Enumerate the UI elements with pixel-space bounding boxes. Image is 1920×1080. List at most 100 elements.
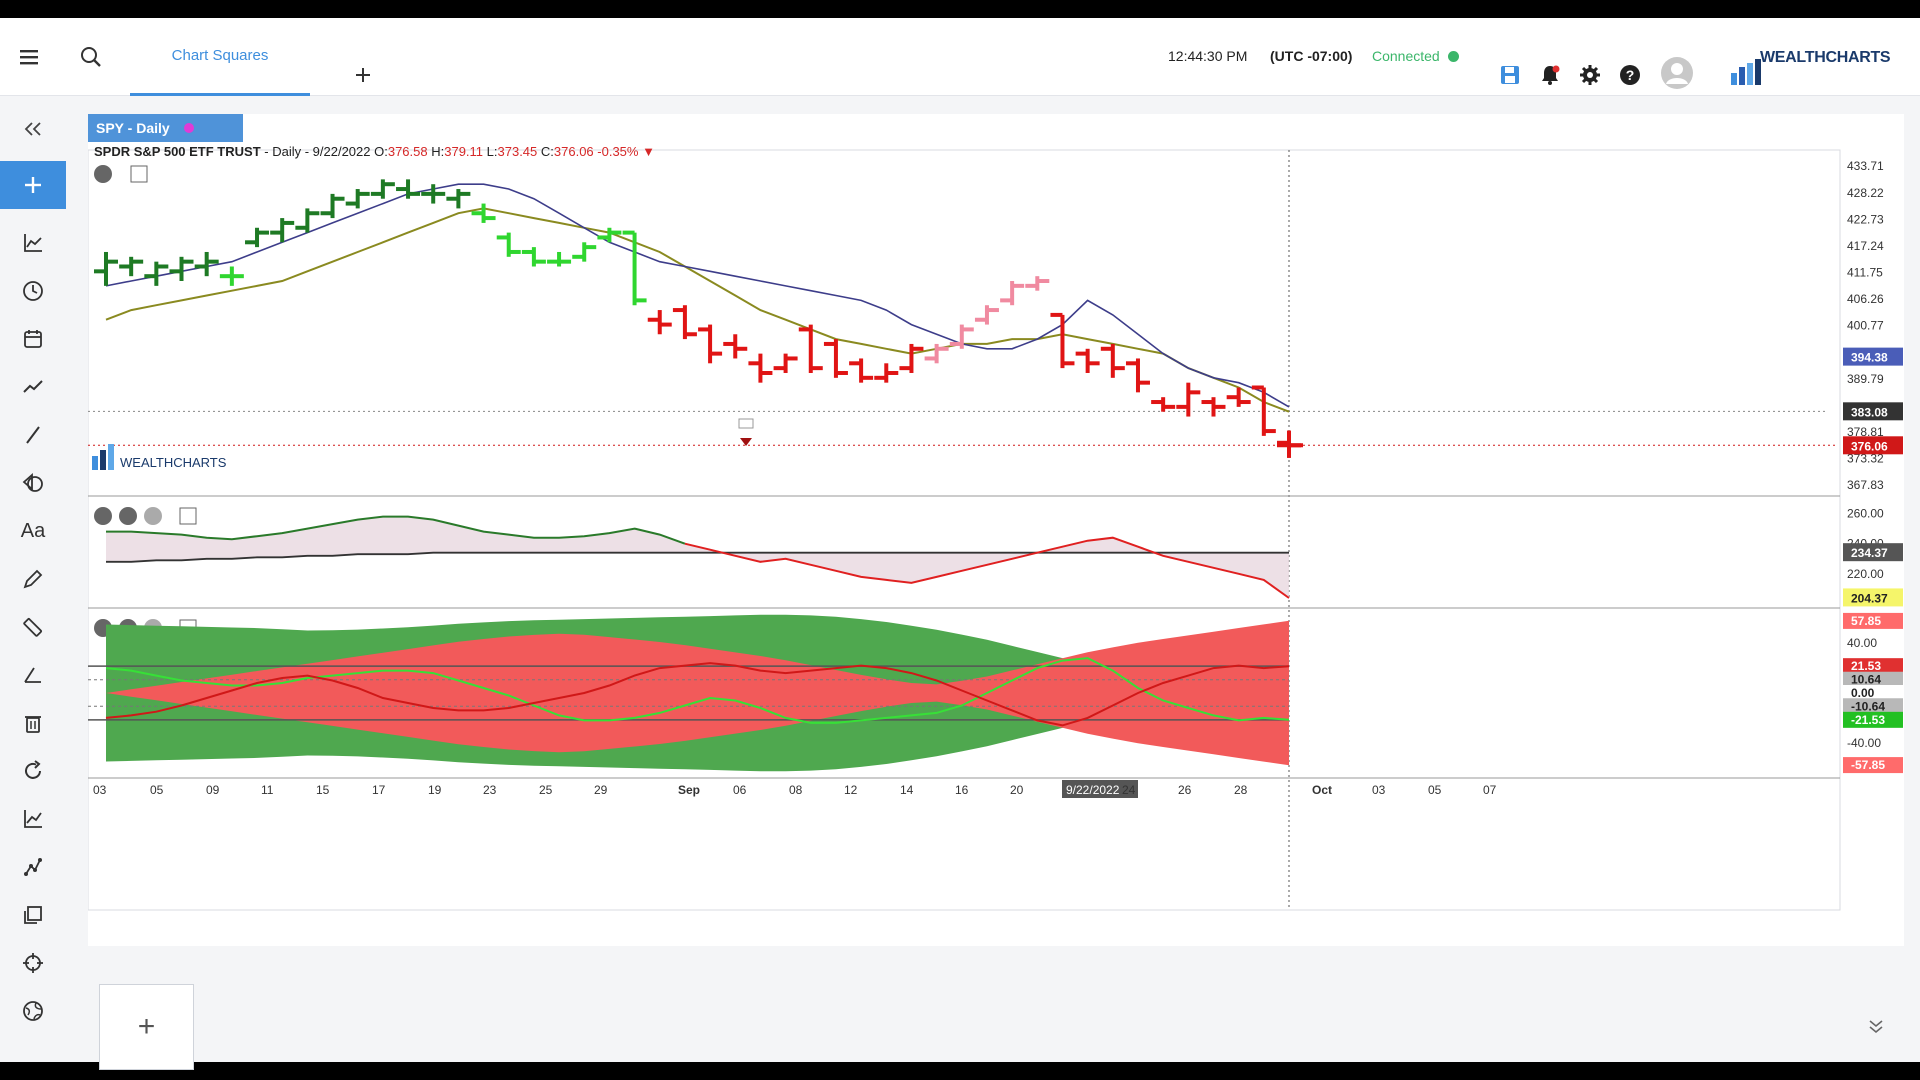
x-axis-label: 17 xyxy=(372,783,386,797)
price-bar xyxy=(874,363,899,383)
price-bar xyxy=(1025,276,1050,291)
x-axis-label: 20 xyxy=(1010,783,1024,797)
price-bar xyxy=(219,266,244,286)
tool-sidebar: Aa xyxy=(0,97,66,1062)
moving-average-fast-line xyxy=(105,183,1290,408)
price-bar xyxy=(597,227,622,243)
price-bar xyxy=(194,251,219,277)
trend-icon[interactable] xyxy=(0,363,66,411)
oscillator2-marker-label: 57.85 xyxy=(1851,614,1881,628)
line-chart-icon[interactable] xyxy=(0,795,66,843)
angle-tool-icon[interactable] xyxy=(0,651,66,699)
x-axis-label: 24 xyxy=(1122,783,1136,797)
add-study-plus-icon xyxy=(179,507,197,525)
calendar-icon[interactable] xyxy=(0,315,66,363)
oscillator1-axis-label: 260.00 xyxy=(1847,507,1884,521)
connection-status: Connected xyxy=(1372,48,1440,64)
open-label: O: xyxy=(374,144,388,159)
price-bar xyxy=(672,305,697,340)
brand-name: WEALTHCHARTS xyxy=(1760,49,1891,66)
low-label: L: xyxy=(486,144,498,159)
oscillator2-marker-label: 0.00 xyxy=(1851,686,1875,700)
price-bar xyxy=(421,184,446,204)
refresh-icon[interactable] xyxy=(0,747,66,795)
price-bar xyxy=(974,305,999,325)
indicators-chart-icon[interactable] xyxy=(0,219,66,267)
price-bar xyxy=(521,247,546,267)
add-tab-plus-icon[interactable] xyxy=(350,62,376,88)
x-axis-label: 03 xyxy=(93,783,107,797)
price-axis-label: 422.73 xyxy=(1847,212,1884,226)
price-bar xyxy=(748,353,773,383)
price-bar xyxy=(295,208,320,233)
watermark-logo-icon xyxy=(92,456,98,470)
close-label: C: xyxy=(540,144,554,159)
price-marker-label: 376.06 xyxy=(1851,439,1888,453)
search-icon[interactable] xyxy=(78,44,104,70)
price-bar xyxy=(1201,397,1226,417)
price-bar xyxy=(270,218,295,243)
add-chart-pane-button[interactable]: + xyxy=(99,984,194,1070)
price-bar xyxy=(622,230,647,306)
top-bar: Chart Squares 12:44:30 PM (UTC -07:00) C… xyxy=(0,18,1920,96)
save-icon[interactable] xyxy=(1497,62,1523,88)
sell-label-icon xyxy=(738,418,754,429)
symbol-color-dot-icon[interactable] xyxy=(184,123,194,133)
globe-icon[interactable] xyxy=(0,987,66,1035)
oscillator1-marker xyxy=(1843,588,1903,607)
nodes-tool-icon[interactable] xyxy=(0,843,66,891)
price-bar xyxy=(1000,281,1025,306)
add-study-plus-icon xyxy=(130,165,148,183)
price-bar xyxy=(924,343,949,364)
oscillator2-red-line xyxy=(105,662,1290,727)
x-axis-label: 07 xyxy=(1483,783,1497,797)
price-bar xyxy=(698,324,723,364)
text-tool-icon[interactable]: Aa xyxy=(20,519,46,542)
price-bar xyxy=(169,256,194,282)
price-bar xyxy=(798,324,823,373)
x-axis-label: 08 xyxy=(789,783,803,797)
clock-icon[interactable] xyxy=(0,267,66,315)
wealthcharts-logo-icon xyxy=(1730,58,1762,88)
price-axis-label: 378.81 xyxy=(1847,425,1884,439)
chevron-down-double-icon[interactable] xyxy=(1868,1018,1884,1039)
trash-icon[interactable] xyxy=(0,699,66,747)
price-axis-label: 428.22 xyxy=(1847,186,1884,200)
hamburger-menu-icon[interactable] xyxy=(18,44,44,70)
help-icon[interactable]: ? xyxy=(1617,62,1643,88)
symbol-full-name: SPDR S&P 500 ETF TRUST xyxy=(94,144,261,159)
oscillator2-marker-label: -21.53 xyxy=(1851,713,1885,727)
user-avatar-icon[interactable] xyxy=(1660,56,1694,90)
tab-chart-squares[interactable]: Chart Squares xyxy=(130,18,310,96)
tab-chart-squares-label: Chart Squares xyxy=(171,47,269,64)
line-tool-icon[interactable] xyxy=(0,411,66,459)
price-bar xyxy=(471,203,496,223)
shapes-tool-icon[interactable] xyxy=(0,459,66,507)
pencil-tool-icon[interactable] xyxy=(0,555,66,603)
change-percent: -0.35% xyxy=(597,144,639,159)
settings-gear-icon[interactable] xyxy=(1577,62,1603,88)
price-bar xyxy=(773,353,798,373)
low-value: 373.45 xyxy=(497,144,538,159)
ruler-tool-icon[interactable] xyxy=(0,603,66,651)
timezone-display: (UTC -07:00) xyxy=(1270,48,1353,64)
high-label: H: xyxy=(431,144,445,159)
price-bar xyxy=(849,358,874,383)
oscillator1-signal-down xyxy=(684,536,1290,599)
oscillator2-marker xyxy=(1843,711,1903,728)
x-axis-label: 26 xyxy=(1178,783,1192,797)
chart-panel: 433.71 428.22 422.73 417.24 411.75 406.26 400.… xyxy=(88,114,1904,946)
collapse-sidebar-icon[interactable] xyxy=(0,105,66,153)
ohlc-info-bar: SPDR S&P 500 ETF TRUST - Daily - 9/22/20… xyxy=(94,144,655,159)
oscillator2-marker xyxy=(1843,698,1903,715)
symbol-tab[interactable]: SPY - Daily xyxy=(88,114,243,142)
info-dropdown-icon[interactable]: ▼ xyxy=(642,144,655,159)
add-indicator-plus-icon[interactable] xyxy=(0,161,66,209)
chart-svg[interactable]: 433.71 428.22 422.73 417.24 411.75 406.26 400.… xyxy=(88,114,1904,946)
price-bar xyxy=(396,179,421,199)
crosshair-icon[interactable] xyxy=(0,939,66,987)
price-axis-label: 433.71 xyxy=(1847,159,1884,173)
x-axis-label: 16 xyxy=(955,783,969,797)
copy-layout-icon[interactable] xyxy=(0,891,66,939)
notifications-bell-icon[interactable] xyxy=(1537,62,1563,88)
